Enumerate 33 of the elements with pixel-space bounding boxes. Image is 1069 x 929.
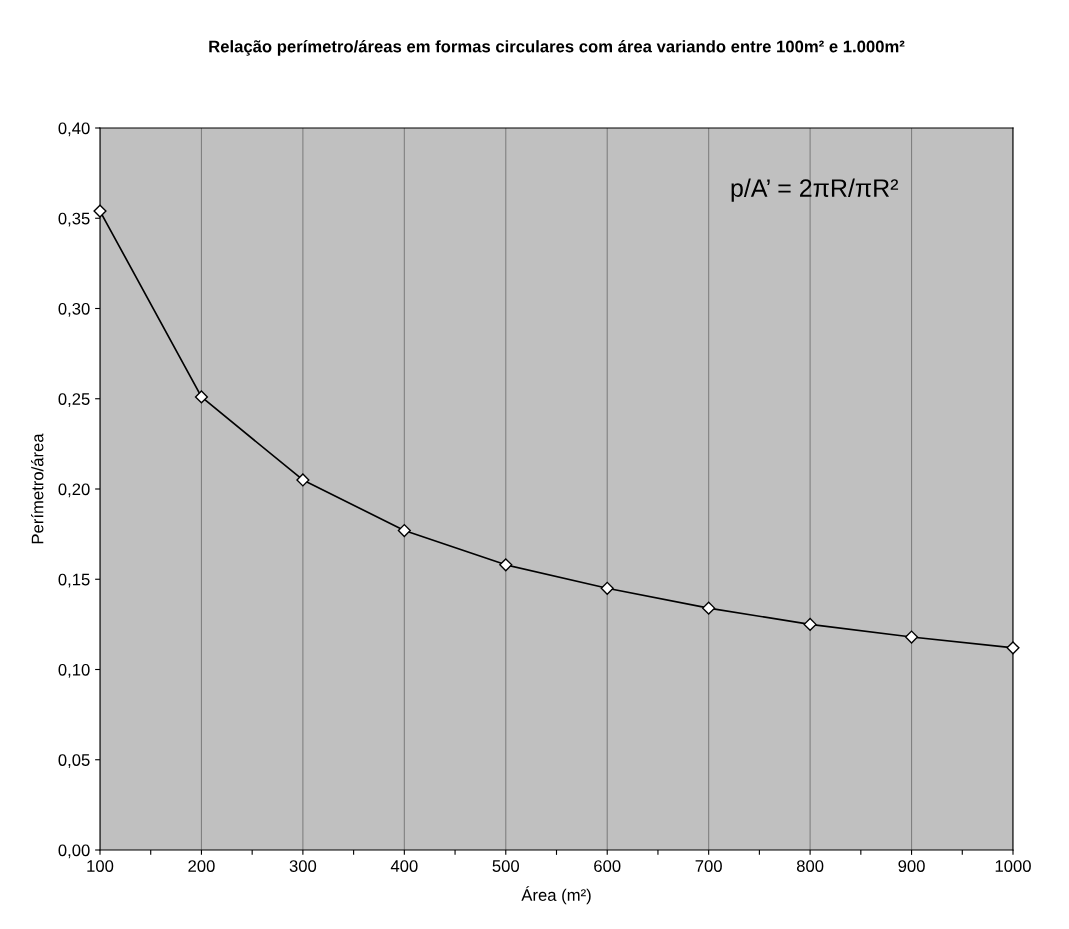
point xyxy=(702,601,716,615)
chart-title: Relação perímetro/áreas em formas circulares com área variando entre 100m² e 1.000m² xyxy=(209,40,905,56)
x-tick-label: 600 xyxy=(594,860,621,872)
point xyxy=(194,390,209,404)
x-tick-label: 500 xyxy=(492,860,520,872)
y-axis-title: Perímetro/área xyxy=(31,433,44,544)
point xyxy=(499,558,513,572)
x-tick-label: 400 xyxy=(390,860,418,872)
y-tick-label: 0,00 xyxy=(58,844,90,859)
y-tick-label: 0,15 xyxy=(58,573,90,588)
point xyxy=(600,581,614,595)
x-tick-label: 1000 xyxy=(995,860,1031,872)
y-tick-label: 0,25 xyxy=(58,393,90,407)
x-tick-label: 800 xyxy=(796,860,824,872)
annotation: p/A’ = 2πR/πR² xyxy=(731,178,899,202)
point xyxy=(803,617,817,631)
y-tick-label: 0,35 xyxy=(58,212,90,227)
y-tick-label: 0,40 xyxy=(58,122,90,137)
y-tick-label: 0,20 xyxy=(58,483,90,498)
y-tick-label: 0,05 xyxy=(58,754,90,768)
point xyxy=(397,523,411,538)
x-tick-label: 200 xyxy=(188,860,215,872)
x-tick-label: 700 xyxy=(695,860,722,872)
x-tick-label: 300 xyxy=(289,860,317,872)
y-tick-label: 0,10 xyxy=(58,663,90,678)
point xyxy=(1006,641,1020,655)
y-tick-label: 0,30 xyxy=(58,302,90,317)
point xyxy=(296,473,310,487)
point xyxy=(904,630,919,644)
x-tick-label: 900 xyxy=(898,860,925,872)
x-tick-label: 100 xyxy=(87,860,114,872)
x-axis-title: Área (m²) xyxy=(521,886,591,905)
point xyxy=(93,204,107,218)
